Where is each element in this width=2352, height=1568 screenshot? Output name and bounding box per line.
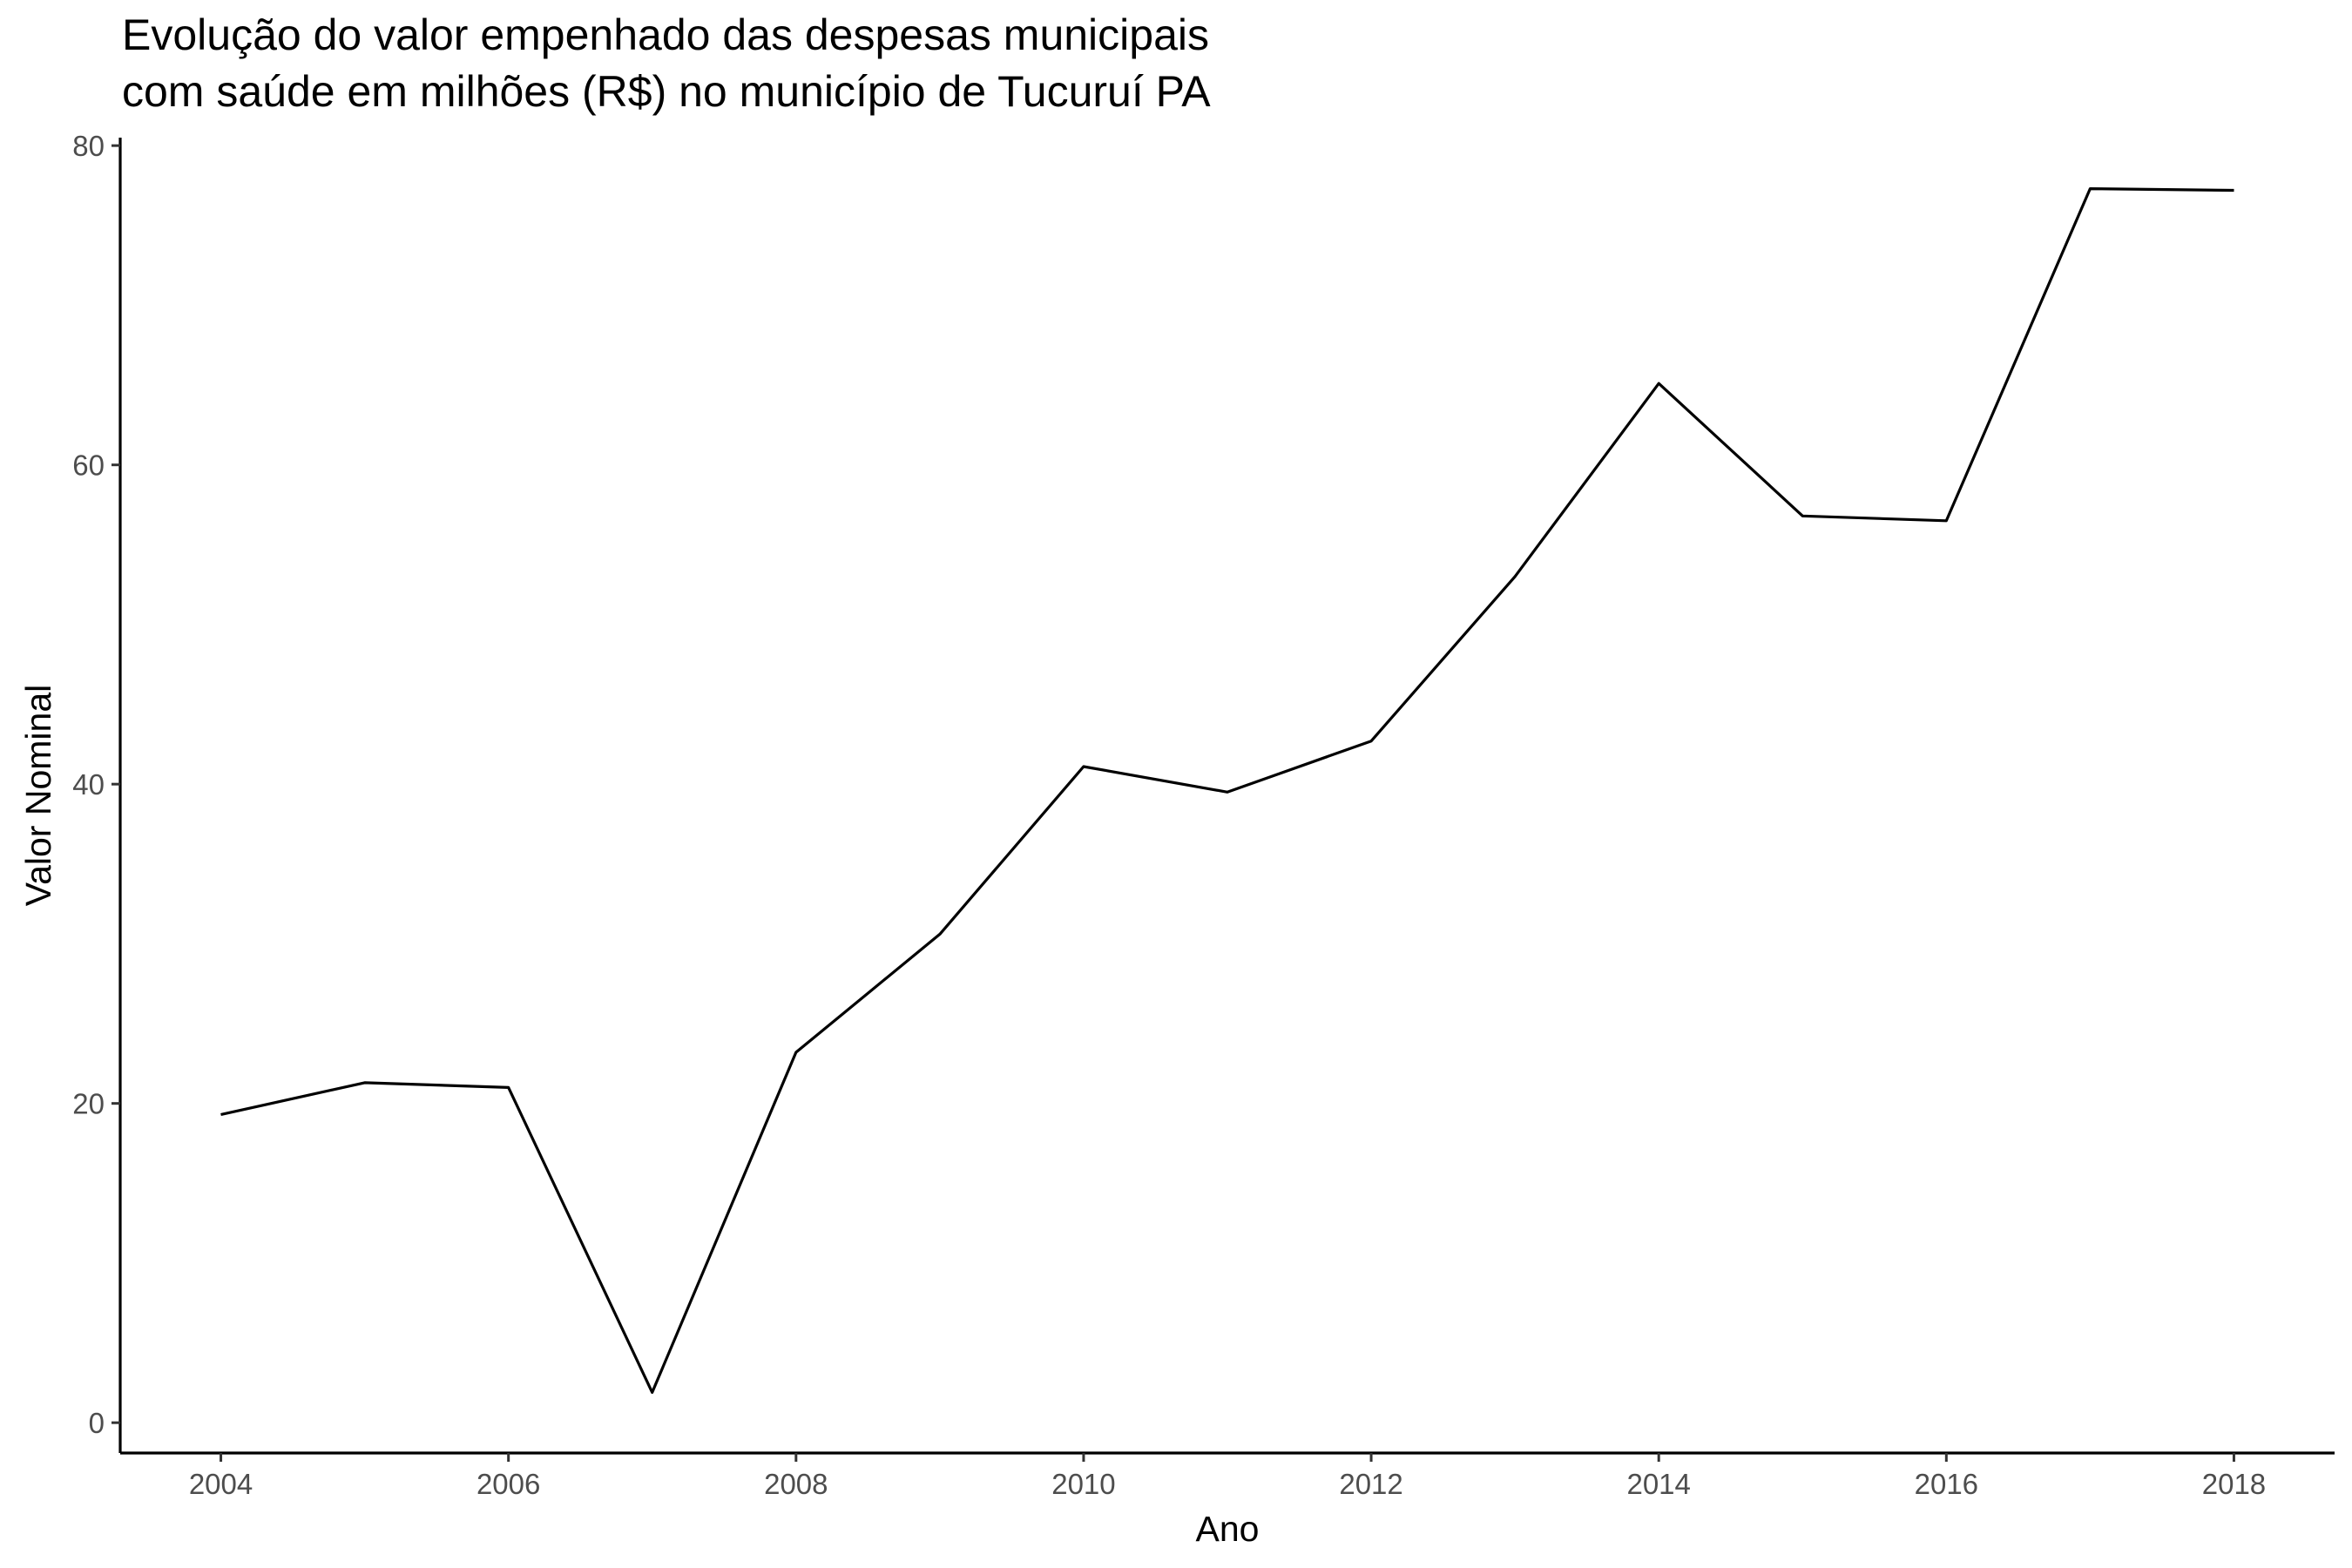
- x-tick-label: 2012: [1339, 1468, 1402, 1500]
- y-tick-label: 20: [72, 1088, 105, 1120]
- y-axis-title: Valor Nominal: [18, 685, 58, 906]
- x-tick-label: 2010: [1051, 1468, 1115, 1500]
- y-tick-label: 0: [89, 1407, 105, 1439]
- series-line: [220, 187, 2234, 1395]
- x-tick-label: 2014: [1626, 1468, 1690, 1500]
- x-tick-label: 2008: [764, 1468, 828, 1500]
- y-tick-label: 60: [72, 449, 105, 482]
- x-tick-label: 2016: [1915, 1468, 1978, 1500]
- x-tick-label: 2004: [189, 1468, 253, 1500]
- y-tick-label: 40: [72, 768, 105, 801]
- axis-ticks: 0 20 40 60 80 2004 2006 2008 2010 2012 2014 2016 201…: [72, 130, 2266, 1500]
- chart-title-line-2: com saúde em milhões (R$) no município d…: [122, 67, 1211, 116]
- x-tick-label: 2006: [476, 1468, 540, 1500]
- x-axis-title: Ano: [1196, 1509, 1260, 1549]
- series-group: [220, 187, 2234, 1395]
- x-tick-label: 2018: [2202, 1468, 2266, 1500]
- y-tick-label: 80: [72, 130, 105, 162]
- chart-title-line-1: Evolução do valor empenhado das despesas…: [122, 10, 1209, 59]
